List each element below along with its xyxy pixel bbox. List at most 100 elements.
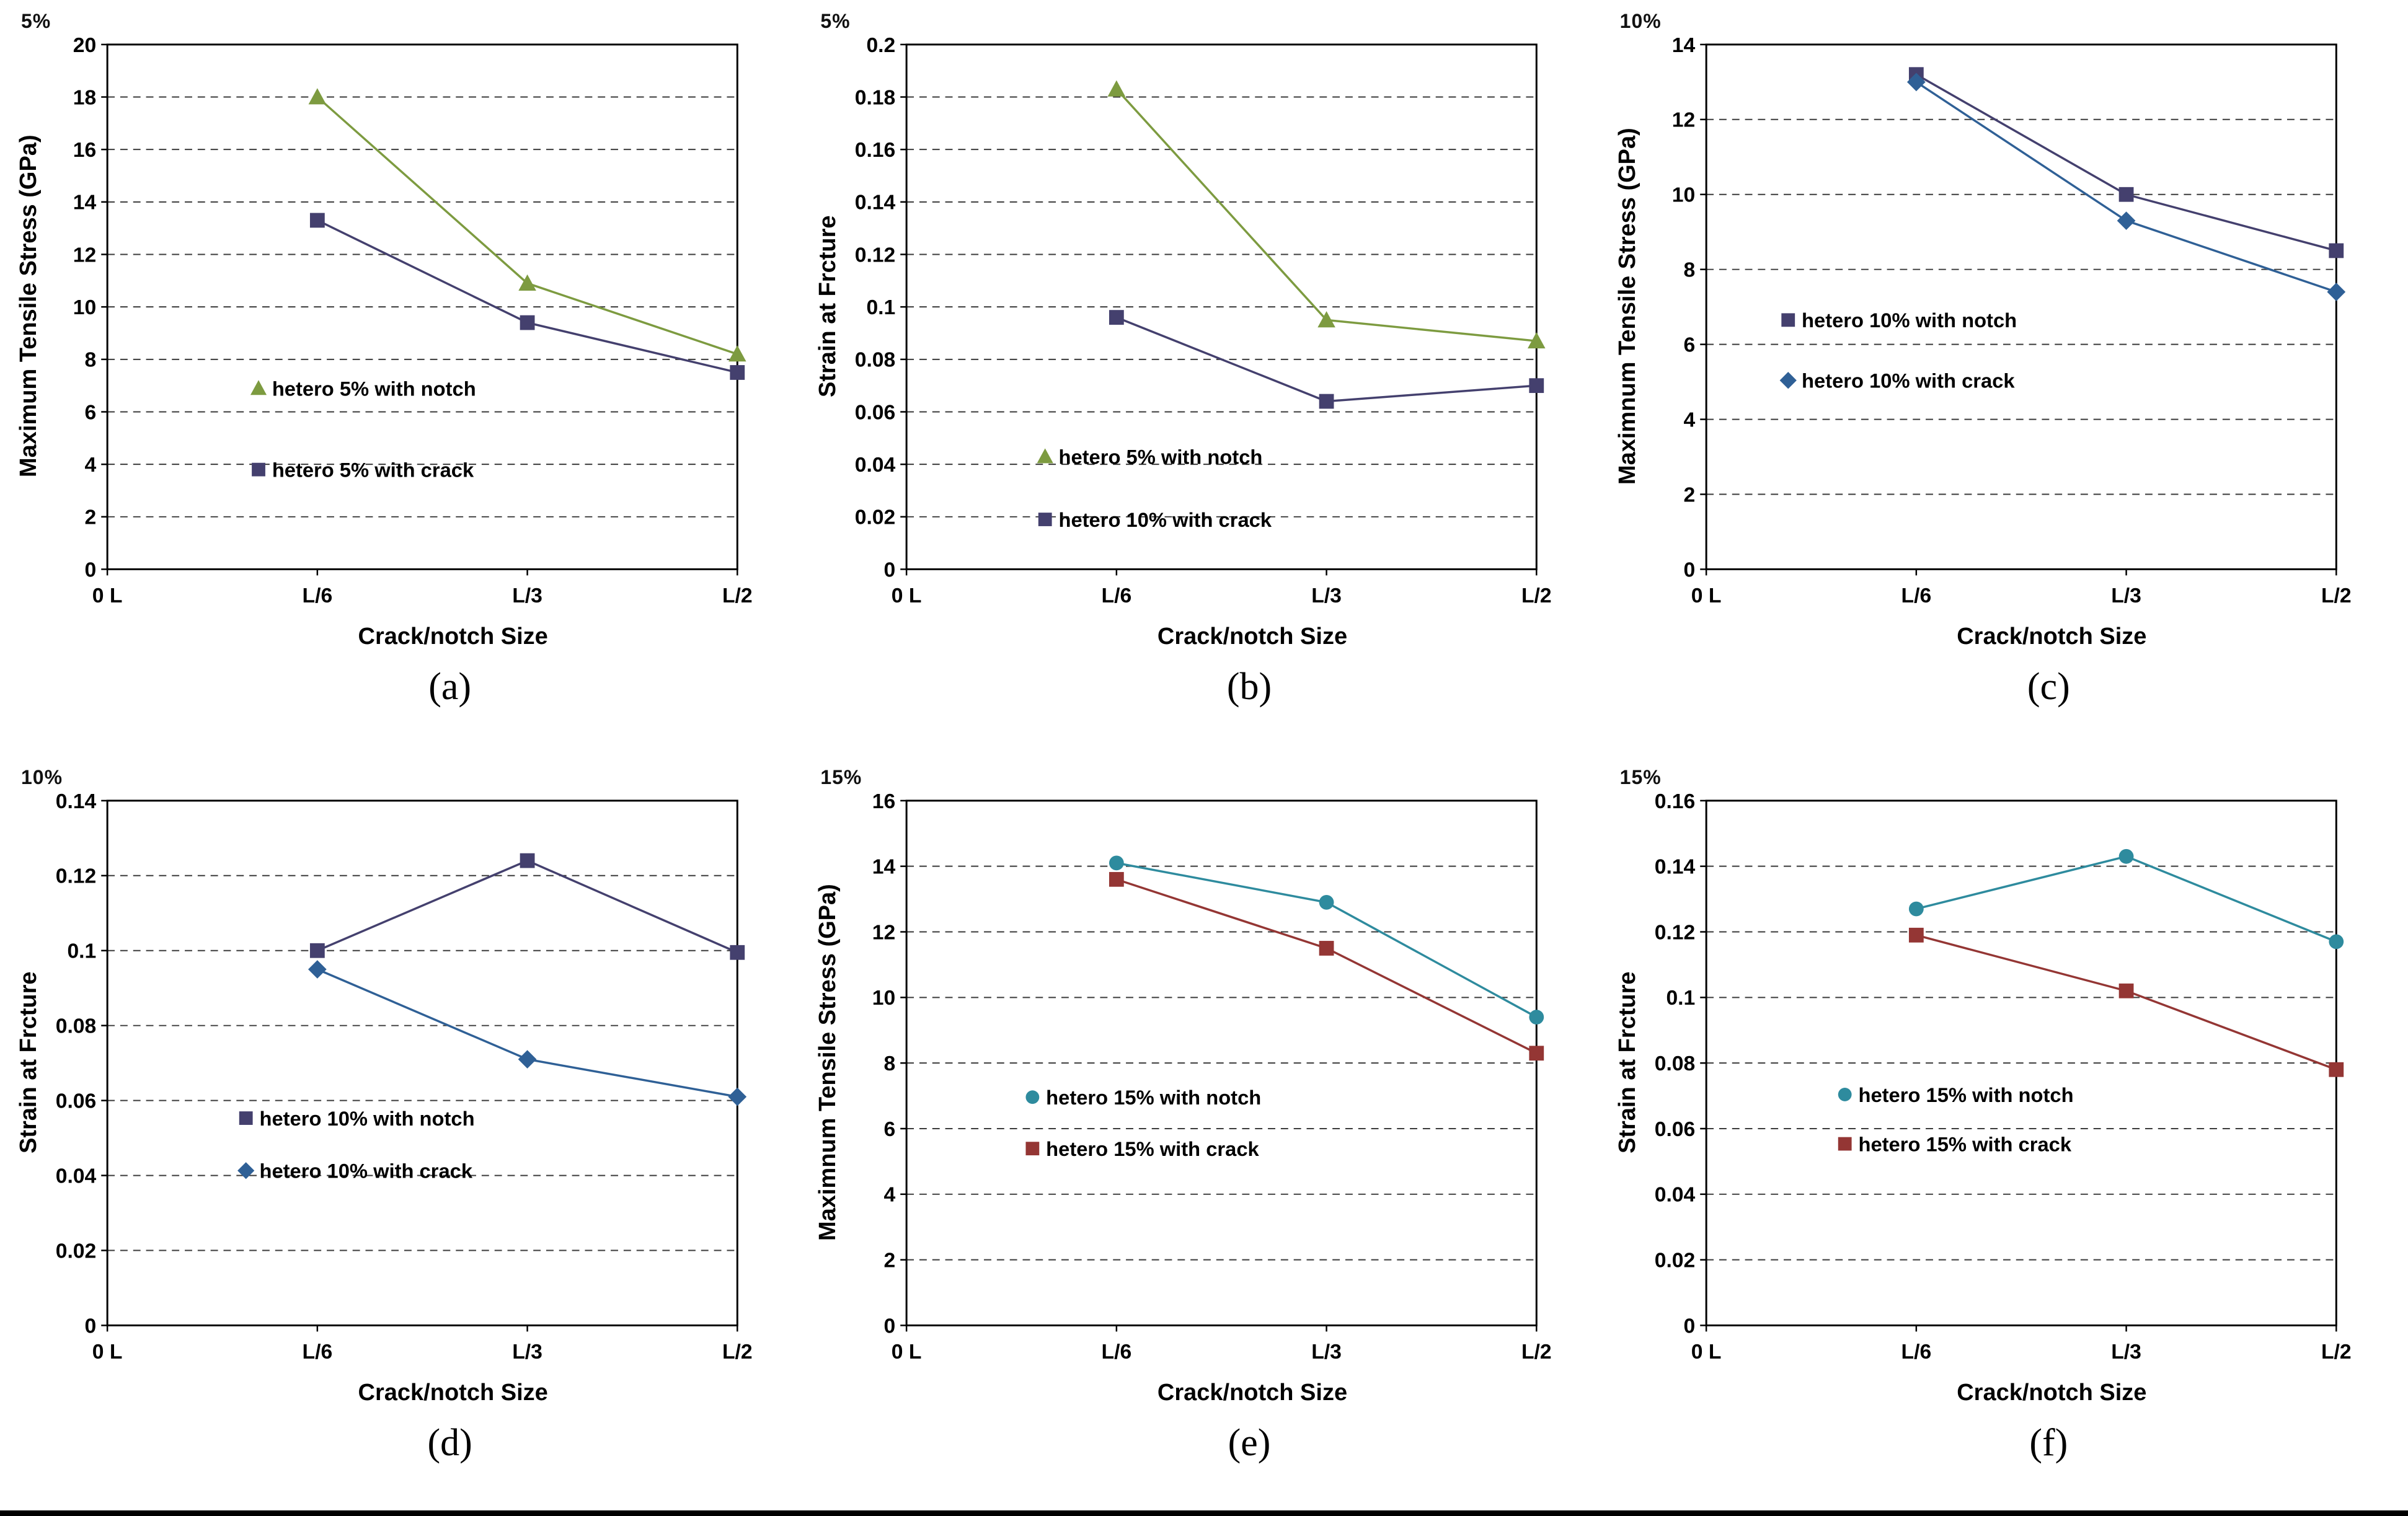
legend-marker (250, 380, 267, 395)
y-tick-label: 8 (884, 1052, 896, 1075)
legend-marker (1037, 448, 1054, 464)
y-tick-label: 0 (85, 1314, 97, 1338)
x-tick-label: 0 L (892, 1340, 922, 1364)
y-tick-label: 4 (884, 1183, 896, 1207)
data-point-marker (520, 315, 535, 330)
y-tick-label: 14 (872, 855, 896, 879)
y-tick-label: 0.02 (1654, 1249, 1695, 1272)
chart-panel-c: 10% Maximnum Tensile Stress (GPa) 0 2 4 6 8 1… (1603, 4, 2402, 760)
x-tick-label: L/2 (1521, 1340, 1552, 1364)
x-axis-title-a: Crack/notch Size (358, 623, 548, 650)
series-line (1916, 934, 2337, 1071)
y-tick-label: 0.08 (855, 348, 896, 372)
x-tick-label: L/3 (2111, 1340, 2141, 1364)
y-tick-label: 0.2 (867, 33, 896, 57)
plot-c: 0 2 4 6 8 10 12 14 0 L L/6 L/3 L/2 hetero 10% with n… (1671, 33, 2352, 607)
heterogeneity-label-b: 5% (820, 10, 851, 32)
y-tick-label: 0 (1683, 558, 1695, 581)
y-tick-label: 10 (73, 296, 96, 319)
legend-label: hetero 15% with crack (1858, 1132, 2071, 1155)
chart-body-d: Strain at Frcture 0 0.02 0.04 0.06 0.08 0.1 0.… (11, 790, 802, 1380)
heterogeneity-label-a: 5% (21, 10, 51, 32)
chart-panel-e: 15% Maximnum Tensile Stress (GPa) 0 2 4 6 8 1… (803, 760, 1602, 1516)
heterogeneity-label-c: 10% (1619, 10, 1662, 32)
data-point-marker (728, 1087, 747, 1106)
plot-f: 0 0.02 0.04 0.06 0.08 0.1 0.12 0.14 0.16 0 L L/6 L/… (1654, 790, 2351, 1364)
y-tick-label: 2 (884, 1249, 896, 1272)
heterogeneity-label-f: 15% (1619, 766, 1662, 788)
x-tick-label: 0 L (92, 1340, 123, 1364)
data-point-marker (518, 1050, 537, 1069)
legend-label: hetero 10% with crack (1802, 369, 2015, 392)
legend-label: hetero 5% with crack (272, 459, 474, 482)
y-tick-label: 0.04 (56, 1164, 97, 1188)
y-tick-label: 0.14 (855, 191, 896, 214)
y-tick-label: 4 (1683, 408, 1695, 431)
panel-letter-f: (f) (2029, 1421, 2068, 1464)
data-point-marker (2118, 187, 2134, 202)
y-tick-label: 6 (1683, 333, 1695, 357)
chart-body-c: Maximnum Tensile Stress (GPa) 0 2 4 6 8 10 12 1… (1610, 33, 2401, 624)
legend-label: hetero 15% with crack (1047, 1137, 1260, 1160)
x-tick-label: L/6 (303, 584, 333, 607)
series-line (1116, 862, 1538, 1018)
legend-marker (1025, 1090, 1040, 1104)
legend-marker (239, 1111, 253, 1125)
y-tick-label: 0.06 (56, 1090, 97, 1113)
legend-label: hetero 10% with notch (1802, 309, 2017, 332)
plot-frame (905, 800, 1538, 1326)
data-point-marker (2117, 211, 2136, 230)
x-axis-title-f: Crack/notch Size (1957, 1379, 2147, 1406)
legend-label: hetero 10% with notch (260, 1107, 475, 1130)
x-tick-label: L/6 (303, 1340, 333, 1364)
data-point-marker (1319, 394, 1334, 409)
data-point-marker (1109, 310, 1125, 325)
x-tick-label: L/6 (1901, 1340, 1931, 1364)
legend-marker (237, 1162, 255, 1179)
y-tick-label: 8 (85, 348, 97, 372)
y-tick-label: 0.02 (855, 506, 896, 529)
y-tick-label: 6 (884, 1117, 896, 1141)
y-axis-title-e: Maximnum Tensile Stress (GPa) (815, 884, 841, 1241)
data-point-marker (728, 345, 746, 362)
legend-label: hetero 15% with notch (1858, 1083, 2073, 1106)
y-tick-label: 0.12 (855, 243, 896, 267)
y-tick-label: 0.04 (855, 453, 896, 477)
plot-e: 0 2 4 6 8 10 12 14 16 0 L L/6 L/3 L/2 hetero 15% with… (872, 790, 1552, 1364)
y-axis-title-f: Strain at Frcture (1614, 971, 1640, 1153)
y-tick-label: 0.08 (1654, 1052, 1695, 1075)
data-point-marker (1529, 378, 1544, 394)
heterogeneity-label-d: 10% (21, 766, 63, 788)
legend-label: hetero 15% with notch (1047, 1086, 1262, 1109)
x-tick-label: L/2 (2321, 584, 2352, 607)
y-tick-label: 0.12 (56, 865, 97, 888)
x-tick-label: 0 L (1691, 1340, 1721, 1364)
data-point-marker (309, 943, 325, 958)
y-axis-title-a: Maximum Tensile Stress (GPa) (15, 134, 42, 478)
series-line (317, 219, 738, 374)
data-point-marker (2118, 848, 2134, 864)
data-point-marker (520, 853, 535, 868)
y-tick-label: 16 (872, 790, 895, 813)
y-tick-label: 8 (1683, 258, 1695, 282)
plot-d: 0 0.02 0.04 0.06 0.08 0.1 0.12 0.14 0 L L/6 L/3 L/2… (56, 790, 753, 1364)
y-tick-label: 0.18 (855, 86, 896, 109)
bottom-border-line (0, 1510, 2408, 1516)
x-tick-label: L/2 (722, 1340, 753, 1364)
y-tick-label: 0 (884, 1314, 896, 1338)
data-point-marker (1906, 73, 1926, 92)
data-point-marker (2327, 283, 2345, 301)
chart-body-e: Maximnum Tensile Stress (GPa) 0 2 4 6 8 10 12 1… (810, 790, 1601, 1380)
x-axis-title-c: Crack/notch Size (1957, 623, 2147, 650)
y-tick-label: 0.1 (867, 296, 896, 319)
data-point-marker (308, 88, 327, 105)
data-point-marker (2329, 934, 2344, 950)
legend-marker (1025, 1142, 1040, 1156)
plot-frame (106, 800, 738, 1326)
y-axis-title-c: Maximnum Tensile Stress (GPa) (1614, 128, 1640, 485)
y-tick-label: 0.12 (1654, 920, 1695, 944)
x-tick-label: L/6 (1901, 584, 1931, 607)
legend-marker (1838, 1088, 1852, 1101)
series-line (1916, 855, 2337, 943)
x-tick-label: 0 L (1691, 584, 1721, 607)
